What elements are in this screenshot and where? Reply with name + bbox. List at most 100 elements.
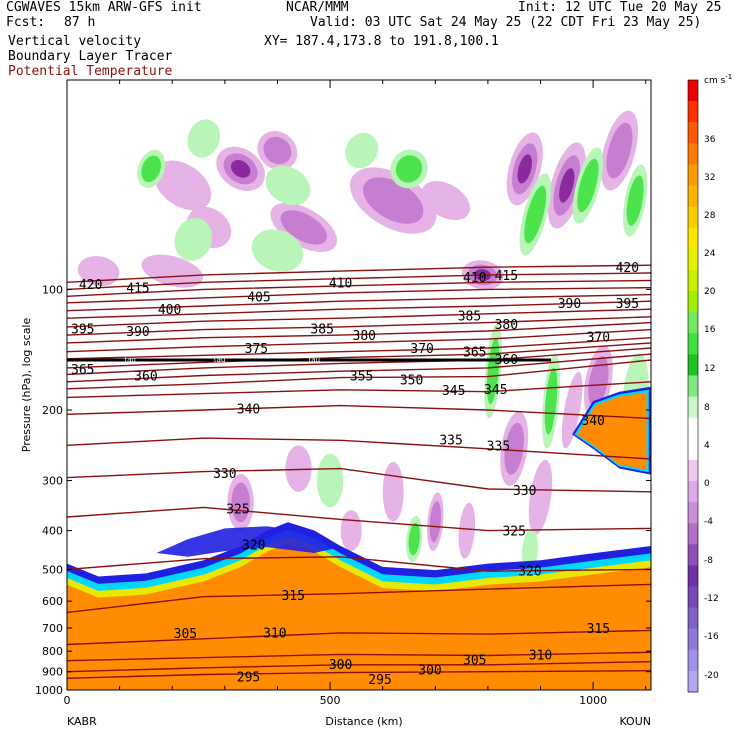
y-tick-label: 100: [42, 283, 63, 296]
colorbar-swatch: [688, 649, 698, 672]
theta-contour-310: [67, 629, 651, 646]
y-tick-label: 400: [42, 525, 63, 538]
theta-contour-345: [67, 381, 651, 399]
theta-label: 310: [529, 648, 552, 663]
theta-label: 295: [237, 670, 260, 685]
colorbar-label: 28: [704, 211, 716, 221]
colorbar-label: -16: [704, 632, 719, 642]
theta-contour-410: [67, 279, 651, 297]
colorbar-swatch: [688, 523, 698, 545]
theta-label: 350: [400, 374, 423, 389]
theta-label: 420: [79, 278, 102, 293]
colorbar-label: 16: [704, 325, 716, 335]
y-tick-label: 500: [42, 563, 63, 576]
velocity-blob-pos: [544, 367, 558, 435]
velocity-blob-neg: [421, 181, 471, 221]
theta-contour-415: [67, 272, 651, 291]
theta-contour-390: [67, 308, 651, 328]
init-time: Init: 12 UTC Tue 20 May 25: [518, 0, 722, 15]
pressure-axis: 100 200 300 400 500 600 700 800 900 1000: [35, 283, 651, 697]
theta-label: 345: [442, 384, 465, 399]
colorbar-label: -20: [704, 671, 719, 681]
velocity-blob-neg: [263, 136, 292, 165]
colorbar-swatch: [688, 544, 698, 566]
theta-label: 395: [616, 297, 639, 312]
theta-label: 380: [495, 318, 518, 333]
theta-label: 320: [242, 538, 265, 553]
theta-contour-295: [67, 670, 651, 679]
model-title: CGWAVES 15km ARW-GFS init: [6, 0, 202, 15]
x-tick-label: 1000: [579, 694, 607, 707]
theta-label: 355: [350, 370, 373, 385]
colorbar-swatch: [688, 312, 698, 334]
colorbar-swatch: [688, 248, 698, 271]
theta-label: 305: [174, 627, 197, 642]
theta-contour-400: [67, 293, 651, 312]
theta-contour-355: [67, 353, 651, 383]
velocity-blob-neg: [340, 510, 362, 552]
velocity-blob-neg: [382, 461, 404, 522]
velocity-blob-neg: [280, 210, 328, 245]
tropopause-label: tau: [124, 356, 135, 364]
theta-label: 295: [368, 673, 391, 688]
theta-label: 325: [502, 525, 525, 540]
theta-label: 395: [71, 322, 94, 337]
velocity-blob-neg: [141, 254, 203, 288]
theta-label: 335: [487, 439, 510, 454]
velocity-blob-pos: [486, 338, 500, 405]
colorbar-swatch: [688, 80, 698, 102]
velocity-blob-neg: [606, 122, 633, 179]
velocity-blob-neg: [77, 256, 120, 287]
theta-contour-330: [67, 467, 651, 493]
velocity-blob-neg: [517, 154, 532, 184]
fcst-label: Fcst:: [6, 15, 46, 30]
colorbar-label: 4: [704, 441, 710, 451]
colorbar-swatch: [688, 333, 698, 355]
valid-time: Valid: 03 UTC Sat 24 May 25 (22 CDT Fri …: [310, 15, 702, 30]
theta-label: 330: [213, 467, 236, 482]
colorbar-swatch: [688, 185, 698, 208]
theta-label: 335: [439, 434, 462, 449]
colorbar-swatch: [688, 206, 698, 229]
y-tick-label: 800: [42, 645, 63, 658]
colorbar-swatch: [688, 565, 698, 587]
theta-label: 320: [518, 564, 541, 579]
colorbar-swatch: [688, 227, 698, 250]
theta-label: 305: [463, 654, 486, 669]
velocity-blob-neg: [230, 160, 251, 178]
y-tick-label: 200: [42, 404, 63, 417]
theta-contour-380: [67, 321, 651, 344]
velocity-blob-neg: [561, 371, 583, 449]
y-tick-label: 600: [42, 595, 63, 608]
velocity-blob-pos: [316, 453, 344, 508]
theta-label: 405: [247, 290, 270, 305]
theta-contour-300: [67, 661, 651, 673]
tracer-core: [67, 543, 651, 690]
y-tick-label: 1000: [35, 684, 63, 697]
colorbar-swatch: [688, 396, 698, 419]
velocity-blob-pos: [577, 158, 599, 213]
colorbar-swatch: [688, 586, 698, 609]
potential-temperature-contours: [67, 264, 651, 679]
y-tick-label: 700: [42, 622, 63, 635]
theta-contour-405: [67, 287, 651, 304]
colorbar-swatch: [688, 628, 698, 651]
theta-label: 410: [463, 271, 486, 286]
theta-label: 365: [71, 363, 94, 378]
endpoint-left: KABR: [67, 715, 97, 728]
velocity-blob-pos: [408, 522, 420, 556]
endpoint-right: KOUN: [619, 715, 651, 728]
theta-contour-385: [67, 316, 651, 336]
theta-contour-325: [67, 506, 651, 532]
colorbar-units-exponent: -1: [725, 73, 732, 81]
field-vertical-velocity: Vertical velocity: [8, 34, 142, 49]
theta-label: 390: [126, 325, 149, 340]
plot-frame: [66, 79, 652, 691]
colorbar-label: 24: [704, 249, 716, 259]
colorbar-swatch: [688, 670, 698, 693]
x-axis-label: Distance (km): [325, 715, 402, 728]
tropopause-label: tau: [214, 356, 225, 364]
theta-label: 390: [558, 297, 581, 312]
theta-label: 420: [616, 261, 639, 276]
